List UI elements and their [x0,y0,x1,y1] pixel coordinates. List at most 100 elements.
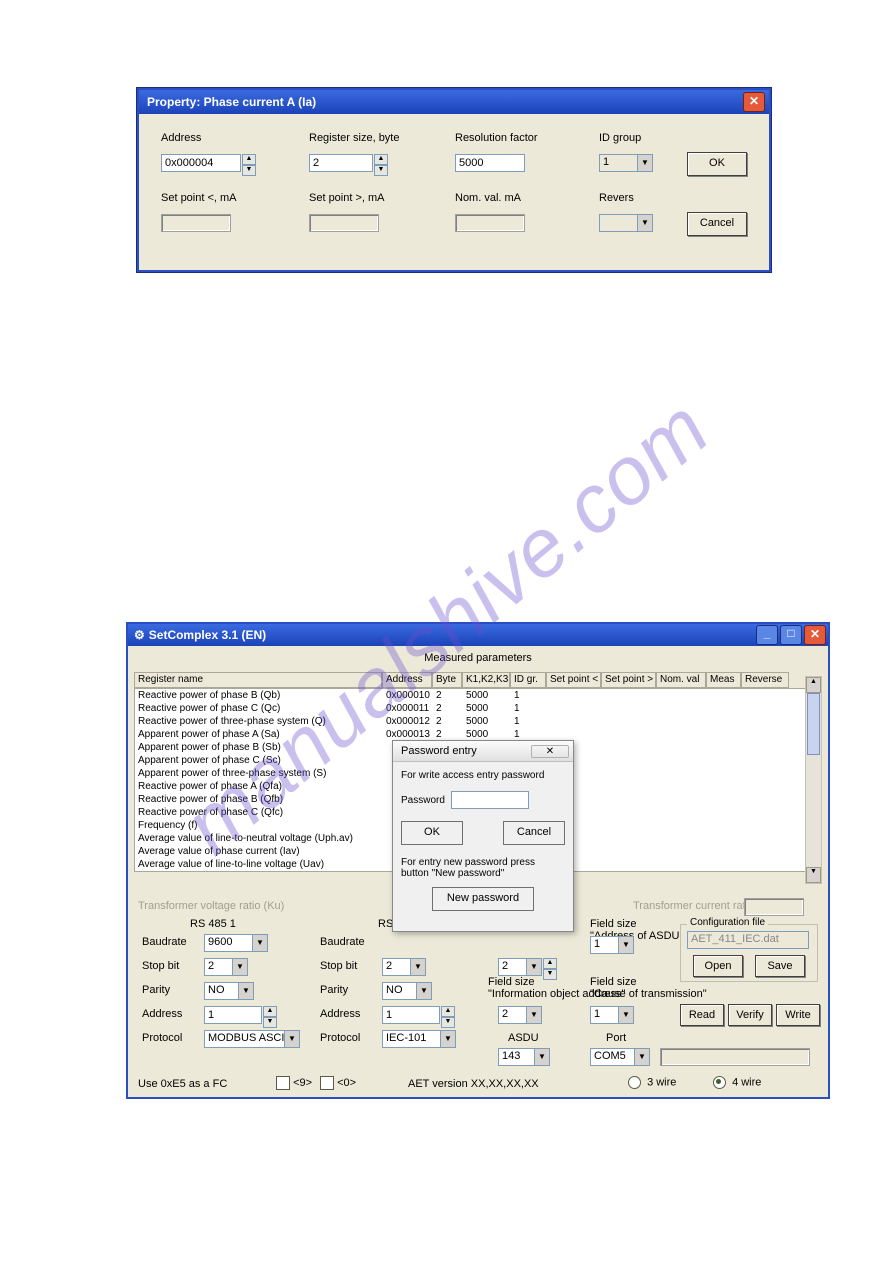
ok-button[interactable]: OK [687,152,747,176]
chevron-down-icon: ▼ [416,983,431,999]
regsize-spinner[interactable]: ▲▼ [374,154,388,176]
chevron-down-icon: ▼ [440,1031,455,1047]
label-resfactor: Resolution factor [455,132,538,144]
baud-1-dropdown[interactable]: 9600▼ [204,934,268,952]
new-password-button[interactable]: New password [432,887,534,911]
radio-3wire[interactable]: 3 wire [628,1076,676,1089]
chevron-down-icon: ▼ [526,1007,541,1023]
password-msg2: For entry new password press button "New… [401,857,565,879]
read-button[interactable]: Read [680,1004,724,1026]
password-close-icon[interactable]: ✕ [531,745,569,758]
write-button[interactable]: Write [776,1004,820,1026]
stop-1-dropdown[interactable]: 2▼ [204,958,248,976]
cancel-button[interactable]: Cancel [687,212,747,236]
label-proto-2: Protocol [320,1032,360,1044]
addr-1-spinner[interactable]: ▲▼ [263,1006,277,1028]
parity-1-dropdown[interactable]: NO▼ [204,982,254,1000]
proto-1-dropdown[interactable]: MODBUS ASCII▼ [204,1030,300,1048]
property-dialog: Property: Phase current A (Ia) ✕ Address… [137,88,771,272]
password-input[interactable] [451,791,529,809]
label-port: Port [606,1032,626,1044]
label-stop-2: Stop bit [320,960,357,972]
close-icon[interactable]: ✕ [804,625,826,645]
addr-2-input[interactable] [382,1006,440,1024]
asdu-dropdown[interactable]: 143▼ [498,1048,550,1066]
measured-parameters-label: Measured parameters [128,652,828,664]
label-use0xe5: Use 0xE5 as a FC [138,1078,227,1090]
label-password: Password [401,795,445,806]
setpoint-gt-input [309,214,379,232]
label-aet: AET version XX,XX,XX,XX [408,1078,539,1090]
radio-4wire[interactable]: 4 wire [713,1076,761,1089]
col-regname[interactable]: Register name [134,672,382,688]
idgroup-dropdown[interactable]: 1 ▼ [599,154,653,172]
fsize-id1-dropdown[interactable]: 1▼ [590,936,634,954]
fsize-cause-value: 1 [594,1008,600,1020]
proto-2-value: IEC-101 [386,1032,426,1044]
col-meas[interactable]: Meas [706,672,741,688]
parity-2-dropdown[interactable]: NO▼ [382,982,432,1000]
asdu-value: 143 [502,1050,520,1062]
col-nomval[interactable]: Nom. val [656,672,706,688]
fsize-cause-dropdown[interactable]: 1▼ [590,1006,634,1024]
addr-2-spinner[interactable]: ▲▼ [441,1006,455,1028]
fsize-io-value: 2 [502,1008,508,1020]
property-title: Property: Phase current A (Ia) [147,95,743,109]
col-reverse[interactable]: Reverse [741,672,789,688]
password-titlebar: Password entry ✕ [393,741,573,762]
port-dropdown[interactable]: COM5▼ [590,1048,650,1066]
maximize-icon[interactable]: □ [780,625,802,645]
scroll-down-icon[interactable]: ▼ [806,867,821,883]
label-baud-1: Baudrate [142,936,187,948]
chevron-down-icon: ▼ [637,215,652,231]
addr-1-input[interactable] [204,1006,262,1024]
col-k123[interactable]: K1,K2,K3 [462,672,510,688]
fsize-asdu-dropdown[interactable]: 2▼ [498,958,542,976]
password-dialog: Password entry ✕ For write access entry … [392,740,574,932]
password-cancel-button[interactable]: Cancel [503,821,565,845]
stop-2-dropdown[interactable]: 2▼ [382,958,426,976]
col-idgr[interactable]: ID gr. [510,672,546,688]
label-nomval: Nom. val. mA [455,192,521,204]
table-row[interactable]: Reactive power of three-phase system (Q)… [135,715,805,728]
regsize-input[interactable] [309,154,373,172]
col-address[interactable]: Address [382,672,432,688]
col-byte[interactable]: Byte [432,672,462,688]
resfactor-input[interactable] [455,154,525,172]
chevron-down-icon: ▼ [410,959,425,975]
table-row[interactable]: Reactive power of phase B (Qb)0x00001025… [135,689,805,702]
radio-4wire-label: 4 wire [732,1076,761,1088]
property-titlebar: Property: Phase current A (Ia) ✕ [139,90,769,114]
port-value: COM5 [594,1050,626,1062]
chk-9[interactable]: <9> [276,1076,312,1090]
label-parity-2: Parity [320,984,348,996]
save-button[interactable]: Save [755,955,805,977]
idgroup-value: 1 [603,156,609,168]
fsize-io-dropdown[interactable]: 2▼ [498,1006,542,1024]
parity-1-value: NO [208,984,225,996]
password-msg1: For write access entry password [401,770,565,781]
table-scrollbar[interactable]: ▲ ▼ [805,676,822,884]
password-ok-button[interactable]: OK [401,821,463,845]
open-button[interactable]: Open [693,955,743,977]
label-revers: Revers [599,192,634,204]
setcomplex-titlebar: ⚙ SetComplex 3.1 (EN) _ □ ✕ [128,624,828,646]
proto-2-dropdown[interactable]: IEC-101 ▼ [382,1030,456,1048]
address-spinner[interactable]: ▲▼ [242,154,256,176]
minimize-icon[interactable]: _ [756,625,778,645]
scroll-up-icon[interactable]: ▲ [806,677,821,693]
stop-1-value: 2 [208,960,214,972]
revers-dropdown[interactable]: ▼ [599,214,653,232]
address-input[interactable] [161,154,241,172]
scroll-thumb[interactable] [807,693,820,755]
col-setgt[interactable]: Set point > [601,672,656,688]
label-fsize-io: Field size "Information object address" [488,976,588,1000]
chevron-down-icon: ▼ [232,959,247,975]
app-icon: ⚙ [134,628,145,642]
verify-button[interactable]: Verify [728,1004,772,1026]
close-icon[interactable]: ✕ [743,92,765,112]
col-setlt[interactable]: Set point < [546,672,601,688]
table-row[interactable]: Reactive power of phase C (Qc)0x00001125… [135,702,805,715]
chk-0[interactable]: <0> [320,1076,356,1090]
label-idgroup: ID group [599,132,641,144]
